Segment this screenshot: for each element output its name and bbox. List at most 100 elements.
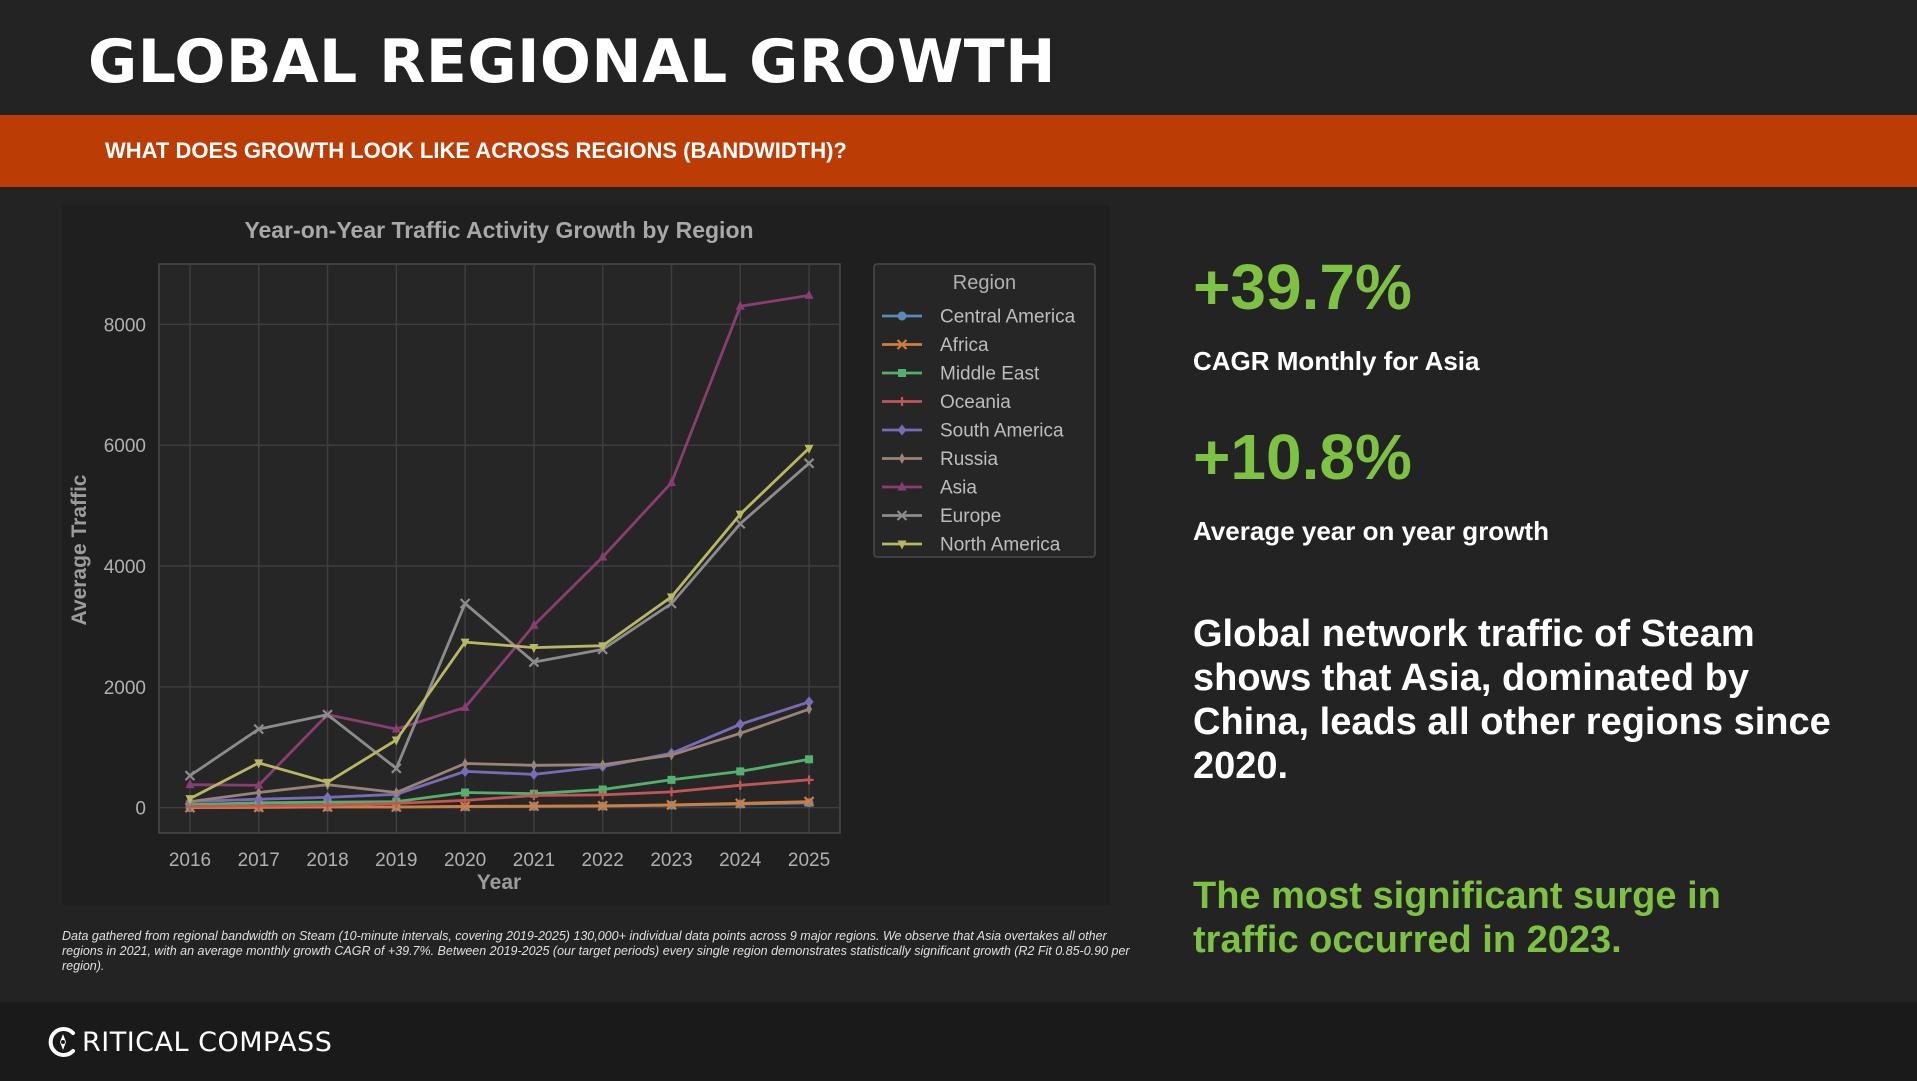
data-point-south-america bbox=[254, 793, 264, 805]
legend-label-europe: Europe bbox=[940, 506, 1001, 527]
x-tick-label: 2021 bbox=[513, 850, 555, 871]
data-point-oceania bbox=[460, 795, 470, 805]
series-line-russia bbox=[189, 707, 810, 803]
legend-label-asia: Asia bbox=[940, 478, 977, 499]
x-axis-label: Year bbox=[477, 871, 521, 894]
footer-bar bbox=[0, 1002, 1917, 1081]
data-point-middle-east bbox=[736, 767, 745, 776]
traffic-line-chart: 2016 2017 2018 2019 2020 2021 2022 2023 2024 2025… bbox=[68, 217, 1096, 894]
x-tick-label: 2018 bbox=[306, 850, 348, 871]
data-point-oceania bbox=[804, 775, 814, 785]
x-tick-label: 2024 bbox=[719, 850, 762, 871]
critical-compass-logo: RITICAL COMPASS bbox=[46, 1024, 332, 1060]
y-tick-label: 6000 bbox=[104, 436, 146, 457]
plot-area bbox=[158, 263, 841, 834]
data-point-asia bbox=[529, 619, 539, 629]
series-line-africa bbox=[189, 800, 810, 809]
data-point-north-america bbox=[598, 642, 608, 652]
data-point-asia bbox=[804, 289, 814, 299]
legend-label-central-america: Central America bbox=[940, 307, 1076, 328]
legend-marker-middle-east bbox=[898, 369, 906, 377]
data-point-south-america bbox=[323, 791, 333, 803]
data-point-russia bbox=[393, 787, 400, 799]
data-point-oceania bbox=[391, 798, 401, 808]
legend-marker-oceania bbox=[897, 397, 907, 406]
data-point-asia bbox=[598, 551, 608, 561]
data-point-asia bbox=[185, 779, 195, 789]
data-point-asia bbox=[460, 701, 470, 711]
data-point-europe bbox=[391, 763, 402, 774]
legend-marker-europe bbox=[896, 510, 908, 521]
stat-yoy-value: +10.8% bbox=[1193, 421, 1412, 493]
data-point-north-america bbox=[323, 778, 333, 788]
series-line-middle-east bbox=[189, 757, 810, 806]
x-tick-label: 2023 bbox=[650, 850, 692, 871]
y-axis-label: Average Traffic bbox=[68, 474, 91, 625]
y-tick-label: 2000 bbox=[104, 678, 146, 699]
data-point-middle-east bbox=[667, 775, 676, 784]
legend-label-middle-east: Middle East bbox=[940, 364, 1040, 385]
legend-marker-russia bbox=[899, 453, 905, 464]
data-point-north-america bbox=[460, 638, 470, 648]
data-point-north-america bbox=[185, 795, 195, 805]
data-point-asia bbox=[735, 300, 745, 310]
data-point-south-america bbox=[529, 768, 539, 780]
y-tick-label: 0 bbox=[135, 799, 146, 820]
data-point-russia bbox=[668, 749, 675, 761]
data-point-europe bbox=[253, 723, 265, 735]
data-point-europe bbox=[322, 709, 333, 720]
data-point-europe bbox=[184, 770, 196, 781]
summary-paragraph: Global network traffic of Steam shows th… bbox=[1193, 613, 1831, 787]
data-point-russia bbox=[737, 727, 744, 739]
data-point-africa bbox=[597, 800, 608, 812]
legend-label-south-america: South America bbox=[940, 421, 1064, 442]
data-point-middle-east bbox=[461, 788, 470, 797]
data-point-europe bbox=[803, 458, 815, 469]
data-point-north-america bbox=[254, 759, 264, 769]
data-point-russia bbox=[462, 758, 469, 770]
legend-box bbox=[873, 263, 1096, 558]
x-tick-label: 2020 bbox=[444, 850, 486, 871]
data-point-south-america bbox=[460, 765, 470, 777]
banner-text: WHAT DOES GROWTH LOOK LIKE ACROSS REGION… bbox=[105, 138, 847, 163]
data-point-russia bbox=[255, 787, 262, 799]
data-point-north-america bbox=[666, 593, 676, 603]
x-tick-label: 2025 bbox=[788, 850, 830, 871]
data-point-asia bbox=[666, 477, 676, 487]
data-point-north-america bbox=[735, 510, 745, 520]
stat-yoy-label: Average year on year growth bbox=[1193, 516, 1549, 546]
data-point-south-america bbox=[804, 696, 814, 708]
series-line-europe bbox=[189, 462, 810, 777]
data-point-oceania bbox=[666, 787, 676, 797]
data-point-middle-east bbox=[598, 785, 607, 794]
data-point-north-america bbox=[529, 644, 539, 654]
legend-label-oceania: Oceania bbox=[940, 392, 1011, 413]
y-tick-label: 8000 bbox=[104, 315, 146, 336]
data-point-africa bbox=[666, 799, 677, 811]
legend-marker-central-america bbox=[897, 311, 907, 321]
data-point-asia bbox=[391, 723, 401, 733]
subtitle-banner: WHAT DOES GROWTH LOOK LIKE ACROSS REGION… bbox=[0, 115, 1917, 187]
stat-cagr-label: CAGR Monthly for Asia bbox=[1193, 346, 1480, 376]
chart-title: Year-on-Year Traffic Activity Growth by … bbox=[244, 217, 753, 243]
series-line-south-america bbox=[189, 700, 810, 803]
x-tick-label: 2022 bbox=[582, 850, 624, 871]
legend-marker-asia bbox=[897, 481, 907, 491]
highlight-paragraph: The most significant surge in traffic oc… bbox=[1193, 875, 1721, 961]
x-tick-label: 2019 bbox=[375, 850, 417, 871]
data-point-africa bbox=[803, 796, 815, 807]
data-footnote: Data gathered from regional bandwidth on… bbox=[62, 929, 1130, 973]
data-point-oceania bbox=[598, 790, 608, 800]
series-line-asia bbox=[189, 294, 810, 787]
data-point-europe bbox=[734, 518, 746, 530]
legend-title: Region bbox=[953, 272, 1016, 294]
y-tick-label: 4000 bbox=[104, 557, 146, 578]
legend-label-north-america: North America bbox=[940, 535, 1061, 556]
logo-text: RITICAL COMPASS bbox=[82, 1026, 333, 1058]
data-point-africa bbox=[459, 801, 471, 812]
series-line-oceania bbox=[189, 778, 810, 808]
data-point-north-america bbox=[804, 444, 814, 454]
data-point-europe bbox=[528, 656, 540, 668]
data-point-middle-east bbox=[805, 755, 814, 764]
compass-c-icon bbox=[48, 1027, 75, 1057]
